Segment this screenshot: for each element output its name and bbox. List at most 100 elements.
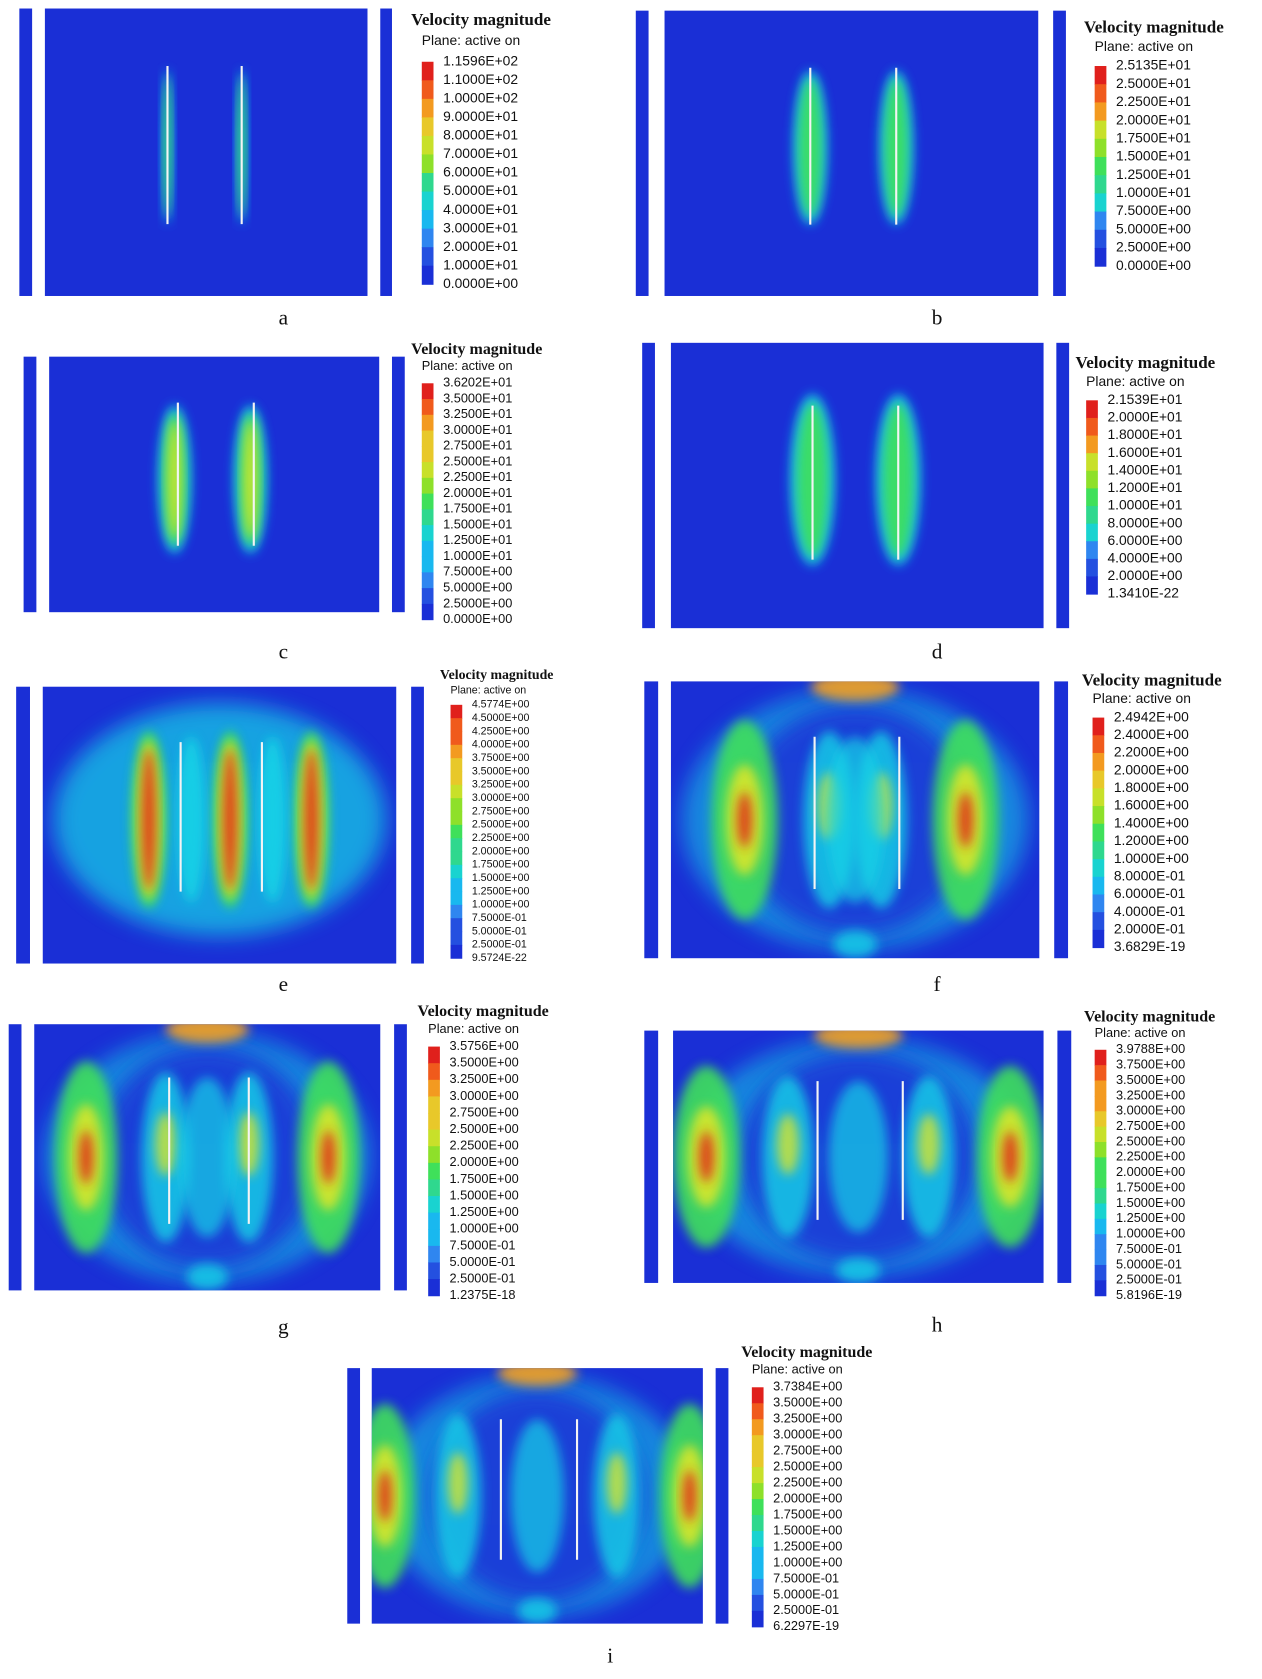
contour-layer <box>158 405 267 554</box>
legend-level: 0.0000E+00 <box>443 611 512 626</box>
legend-level: 1.0000E+00 <box>1114 850 1189 866</box>
left-boundary <box>19 8 33 296</box>
contour-blob <box>378 1470 392 1522</box>
left-boundary <box>644 1030 659 1283</box>
legend-level: 1.2500E+01 <box>443 532 512 547</box>
contour-blob <box>304 748 319 891</box>
legend-level: 5.0000E+00 <box>443 580 512 595</box>
contour-blob <box>258 736 287 903</box>
legend-level: 3.2500E+01 <box>443 406 512 421</box>
legend-swatch <box>751 1515 764 1532</box>
right-boundary <box>1056 342 1070 629</box>
legend-swatch <box>1094 1111 1107 1128</box>
legend-level: 4.0000E+00 <box>472 739 530 751</box>
legend-swatch <box>751 1578 764 1596</box>
legend-level: 2.7500E+00 <box>449 1104 518 1119</box>
legend-level: 1.1596E+02 <box>443 52 518 68</box>
legend-level: 3.6829E-19 <box>1114 938 1186 954</box>
right-boundary <box>411 686 424 964</box>
legend-level: 6.2297E-19 <box>773 1618 839 1633</box>
legend-title: Velocity magnitude <box>741 1344 872 1361</box>
legend-swatch <box>428 1146 440 1164</box>
legend-swatch <box>421 493 434 510</box>
legend-swatch <box>450 851 463 866</box>
legend-title: Velocity magnitude <box>1084 18 1224 37</box>
legend-swatch <box>421 462 434 479</box>
legend-level: 7.0000E+01 <box>443 145 518 161</box>
contour-blob <box>321 1130 336 1184</box>
legend-swatch <box>1086 470 1098 489</box>
legend-swatch <box>428 1229 440 1247</box>
legend-swatch <box>450 744 463 759</box>
legend-level: 1.5000E+00 <box>773 1522 842 1537</box>
legend-subtitle: Plane: active on <box>422 358 513 373</box>
legend-swatch <box>428 1279 440 1297</box>
legend-level: 1.7500E+00 <box>1116 1179 1185 1194</box>
legend-swatch <box>421 430 434 447</box>
legend-swatch <box>1086 417 1098 437</box>
legend-level: 1.0000E+00 <box>449 1221 518 1236</box>
contour-blob <box>833 930 878 959</box>
legend-level: 2.5000E+00 <box>773 1459 842 1474</box>
legend-level: 3.0000E+00 <box>472 792 530 804</box>
left-boundary <box>347 1368 361 1624</box>
legend-swatch <box>1094 193 1107 213</box>
legend-swatch <box>428 1046 440 1064</box>
contour-blob <box>682 1470 697 1522</box>
legend-swatch <box>1094 175 1107 194</box>
legend-level: 1.2500E+01 <box>1116 166 1191 182</box>
legend-level: 0.0000E+00 <box>443 275 518 291</box>
legend-swatch <box>450 878 463 893</box>
legend-level: 2.7500E+00 <box>773 1443 842 1458</box>
legend-swatch <box>450 718 463 733</box>
legend-swatch <box>428 1245 440 1264</box>
legend-level: 2.2500E+00 <box>1116 1149 1185 1164</box>
legend-swatch <box>421 117 434 137</box>
contour-blob <box>497 1368 578 1386</box>
legend-swatch <box>1094 1188 1107 1205</box>
legend-swatch <box>421 414 434 432</box>
legend-swatch <box>1094 1203 1107 1220</box>
legend-swatch <box>1086 400 1098 419</box>
legend-swatch <box>1092 894 1105 913</box>
legend-level: 2.0000E+01 <box>443 485 512 500</box>
velocity-field <box>44 8 368 296</box>
legend-swatch <box>1094 1218 1107 1235</box>
contour-blob <box>223 748 238 891</box>
legend-level: 2.2000E+00 <box>1114 744 1189 760</box>
legend-swatch <box>1092 806 1105 825</box>
legend-level: 6.0000E-01 <box>1114 885 1186 901</box>
legend-swatch <box>751 1499 764 1516</box>
right-boundary <box>1054 681 1069 959</box>
legend-swatch <box>421 588 434 605</box>
legend-level: 5.0000E+00 <box>1116 220 1191 236</box>
legend-swatch <box>450 918 463 933</box>
legend-level: 1.2500E+00 <box>1116 1210 1185 1225</box>
legend-swatch <box>421 572 434 589</box>
legend-swatch <box>450 838 463 853</box>
legend-swatch <box>421 210 434 230</box>
contour-layer <box>681 681 1029 959</box>
legend-swatch <box>1086 453 1098 472</box>
legend-swatch <box>1092 717 1105 736</box>
legend-level: 4.0000E+01 <box>443 201 518 217</box>
legend-swatch <box>421 98 434 118</box>
left-boundary <box>635 10 649 296</box>
legend-swatch <box>421 80 434 100</box>
contour-blob <box>606 1452 627 1514</box>
legend-swatch <box>751 1419 764 1436</box>
legend-swatch <box>1094 1172 1107 1189</box>
legend-swatch <box>1094 247 1107 267</box>
legend-level: 4.0000E+00 <box>1107 550 1182 566</box>
legend-swatch <box>1086 488 1098 507</box>
legend-swatch <box>450 731 463 746</box>
panel-label: a <box>279 305 289 329</box>
left-boundary <box>8 1024 22 1291</box>
legend-level: 2.5135E+01 <box>1116 57 1191 73</box>
legend-level: 2.5000E-01 <box>472 939 527 951</box>
legend-swatch <box>1086 523 1098 542</box>
panel: Velocity magnitude Plane: active on 4.5774… <box>16 667 553 996</box>
legend-level: 2.5000E+01 <box>443 453 512 468</box>
